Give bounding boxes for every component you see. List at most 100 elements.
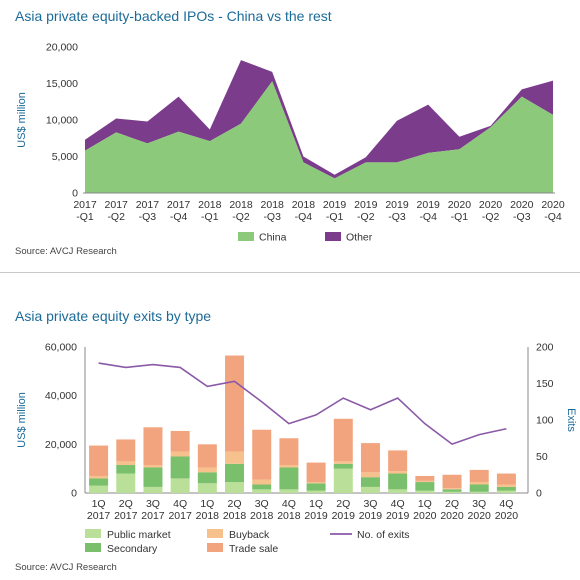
bar-secondary (252, 484, 272, 490)
bar-trade-sale (225, 355, 245, 452)
x-tick-label-quarter: 2Q (228, 498, 242, 510)
y-axis-label: US$ million (16, 92, 28, 148)
x-tick-label-year: 2018 (292, 199, 316, 211)
x-tick-label-year: 2020 (413, 510, 437, 522)
x-tick-label-quarter: -Q4 (419, 211, 437, 223)
bar-buyback (116, 461, 136, 466)
bar-public-market (469, 491, 489, 493)
bar-public-market (360, 486, 380, 493)
bar-trade-sale (279, 438, 299, 466)
bar-secondary (388, 473, 408, 490)
x-tick-label-year: 2019 (323, 199, 347, 211)
x-tick-label-year: 2020 (440, 510, 464, 522)
bar-buyback (388, 471, 408, 474)
y-tick-label: 15,000 (46, 78, 78, 90)
x-tick-label-quarter: -Q3 (513, 211, 531, 223)
bar-public-market (225, 482, 245, 493)
bar-buyback (306, 482, 326, 484)
exits-chart-title: Asia private equity exits by type (15, 308, 212, 324)
bar-trade-sale (469, 469, 489, 483)
x-tick-label-quarter: 1Q (309, 498, 323, 510)
ipo-chart-panel: 0 5,000 10,000 15,000 20,000 2017 -Q1 2017 -Q2 20… (0, 0, 580, 272)
x-tick-label-quarter: 3Q (472, 498, 486, 510)
bar-public-market (415, 490, 435, 493)
bar-trade-sale (360, 443, 380, 473)
legend-label: China (259, 232, 287, 244)
legend-swatch (85, 529, 101, 538)
bar-secondary (333, 463, 353, 469)
x-tick-label-quarter: 3Q (255, 498, 269, 510)
panel-divider (0, 272, 580, 273)
x-tick-label-year: 2020 (479, 199, 503, 211)
x-tick-label-quarter: 4Q (499, 498, 513, 510)
y-tick-label: 40,000 (45, 390, 77, 402)
bar-trade-sale (442, 474, 462, 489)
x-tick-label-quarter: -Q3 (139, 211, 157, 223)
bar-secondary (415, 482, 435, 491)
bar-trade-sale (170, 430, 190, 452)
x-tick-label-year: 2017 (114, 510, 138, 522)
x-tick-label-quarter: -Q2 (482, 211, 500, 223)
y-tick-label: 0 (72, 188, 78, 200)
bar-buyback (170, 451, 190, 457)
x-tick-label-year: 2019 (359, 510, 383, 522)
bar-secondary (225, 463, 245, 483)
y-tick-label: 20,000 (45, 439, 77, 451)
legend-swatch (207, 543, 223, 552)
x-tick-label-quarter: 2Q (336, 498, 350, 510)
x-tick-label-quarter: 2Q (445, 498, 459, 510)
bar-trade-sale (496, 473, 516, 485)
bar-public-market (496, 490, 516, 493)
x-tick-label-quarter: -Q2 (107, 211, 125, 223)
bar-buyback (496, 484, 516, 487)
x-tick-label-quarter: -Q1 (201, 211, 219, 223)
x-tick-label-year: 2017 (167, 199, 191, 211)
x-tick-label-quarter: -Q2 (232, 211, 250, 223)
bar-public-market (252, 489, 272, 493)
x-tick-label-year: 2019 (385, 199, 409, 211)
y-tick-label: 5,000 (52, 151, 78, 163)
x-tick-label-quarter: 1Q (418, 498, 432, 510)
bar-secondary (89, 478, 109, 486)
bar-public-market (333, 468, 353, 493)
bar-public-market (388, 489, 408, 493)
x-tick-label-year: 2017 (105, 199, 129, 211)
x-tick-label-year: 2017 (141, 510, 165, 522)
x-tick-label-year: 2019 (386, 510, 410, 522)
y-tick-label: 60,000 (45, 342, 77, 354)
bar-secondary (469, 484, 489, 492)
bar-trade-sale (333, 418, 353, 462)
bar-trade-sale (252, 429, 272, 480)
x-tick-label-quarter: -Q2 (357, 211, 375, 223)
y2-tick-label: 50 (536, 451, 548, 463)
x-tick-label-year: 2019 (304, 510, 328, 522)
bar-trade-sale (306, 462, 326, 483)
x-tick-label-quarter: 1Q (92, 498, 106, 510)
bar-trade-sale (415, 475, 435, 481)
x-tick-label-quarter: -Q3 (388, 211, 406, 223)
bar-public-market (143, 486, 163, 493)
x-tick-label-year: 2018 (261, 199, 285, 211)
x-tick-label-year: 2019 (332, 510, 356, 522)
bar-public-market (116, 473, 136, 493)
bar-buyback (225, 451, 245, 464)
x-tick-label-year: 2018 (229, 199, 253, 211)
x-tick-label-quarter: -Q1 (451, 211, 469, 223)
bar-secondary (360, 477, 380, 487)
x-tick-label-quarter: 4Q (173, 498, 187, 510)
x-tick-label-year: 2018 (198, 199, 222, 211)
x-tick-label-year: 2020 (541, 199, 565, 211)
bar-public-market (442, 491, 462, 493)
bar-buyback (89, 475, 109, 479)
x-tick-label-year: 2019 (417, 199, 441, 211)
legend-label: Buyback (229, 529, 270, 541)
bar-secondary (496, 486, 516, 491)
y2-tick-label: 150 (536, 378, 554, 390)
x-tick-label-year: 2018 (250, 510, 274, 522)
bar-secondary (279, 467, 299, 490)
bar-buyback (469, 482, 489, 485)
exits-chart-source: Source: AVCJ Research (15, 562, 117, 573)
x-tick-label-year: 2017 (136, 199, 160, 211)
x-tick-label-quarter: -Q1 (76, 211, 94, 223)
bar-buyback (279, 465, 299, 468)
